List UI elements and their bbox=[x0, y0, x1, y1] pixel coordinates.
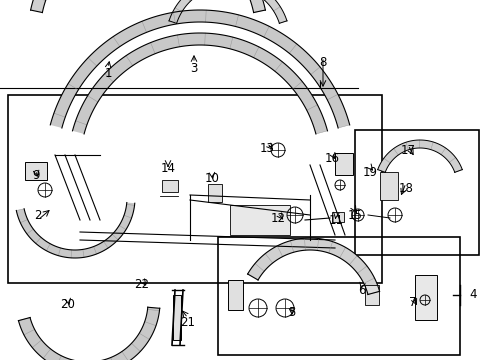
Text: 11: 11 bbox=[328, 213, 343, 226]
Text: 19: 19 bbox=[362, 166, 377, 179]
Polygon shape bbox=[377, 140, 461, 172]
Text: 9: 9 bbox=[32, 168, 40, 181]
Polygon shape bbox=[31, 0, 265, 13]
Text: 2: 2 bbox=[34, 208, 41, 221]
Text: 12: 12 bbox=[270, 212, 285, 225]
Bar bbox=[364, 285, 378, 305]
Bar bbox=[162, 180, 178, 192]
Text: 5: 5 bbox=[288, 306, 295, 319]
Text: 4: 4 bbox=[468, 288, 476, 302]
Polygon shape bbox=[50, 10, 349, 128]
Text: 6: 6 bbox=[358, 284, 365, 297]
Text: 16: 16 bbox=[324, 152, 339, 165]
Text: 17: 17 bbox=[400, 144, 415, 157]
Bar bbox=[207, 184, 222, 202]
Polygon shape bbox=[72, 33, 327, 134]
Bar bbox=[354, 130, 478, 255]
Text: 20: 20 bbox=[61, 298, 75, 311]
Bar bbox=[379, 172, 397, 200]
Bar bbox=[25, 162, 47, 180]
Polygon shape bbox=[16, 203, 135, 258]
Polygon shape bbox=[247, 238, 379, 294]
Text: 13: 13 bbox=[259, 141, 274, 154]
Text: 7: 7 bbox=[408, 296, 416, 309]
Text: 21: 21 bbox=[180, 316, 195, 329]
Bar bbox=[334, 153, 352, 175]
Text: 1: 1 bbox=[104, 67, 112, 80]
Text: 10: 10 bbox=[204, 171, 219, 185]
Bar bbox=[173, 295, 181, 340]
Bar bbox=[414, 275, 436, 320]
Bar bbox=[8, 95, 381, 283]
Text: 18: 18 bbox=[398, 181, 412, 194]
Text: 22: 22 bbox=[134, 279, 149, 292]
Bar bbox=[229, 205, 289, 235]
Bar bbox=[227, 280, 243, 310]
Text: 15: 15 bbox=[347, 208, 362, 221]
Text: 3: 3 bbox=[190, 62, 197, 75]
Text: 14: 14 bbox=[160, 162, 175, 175]
Text: 8: 8 bbox=[319, 55, 326, 68]
Bar bbox=[331, 212, 343, 222]
Bar bbox=[218, 237, 459, 355]
Polygon shape bbox=[19, 307, 160, 360]
Polygon shape bbox=[169, 0, 286, 23]
